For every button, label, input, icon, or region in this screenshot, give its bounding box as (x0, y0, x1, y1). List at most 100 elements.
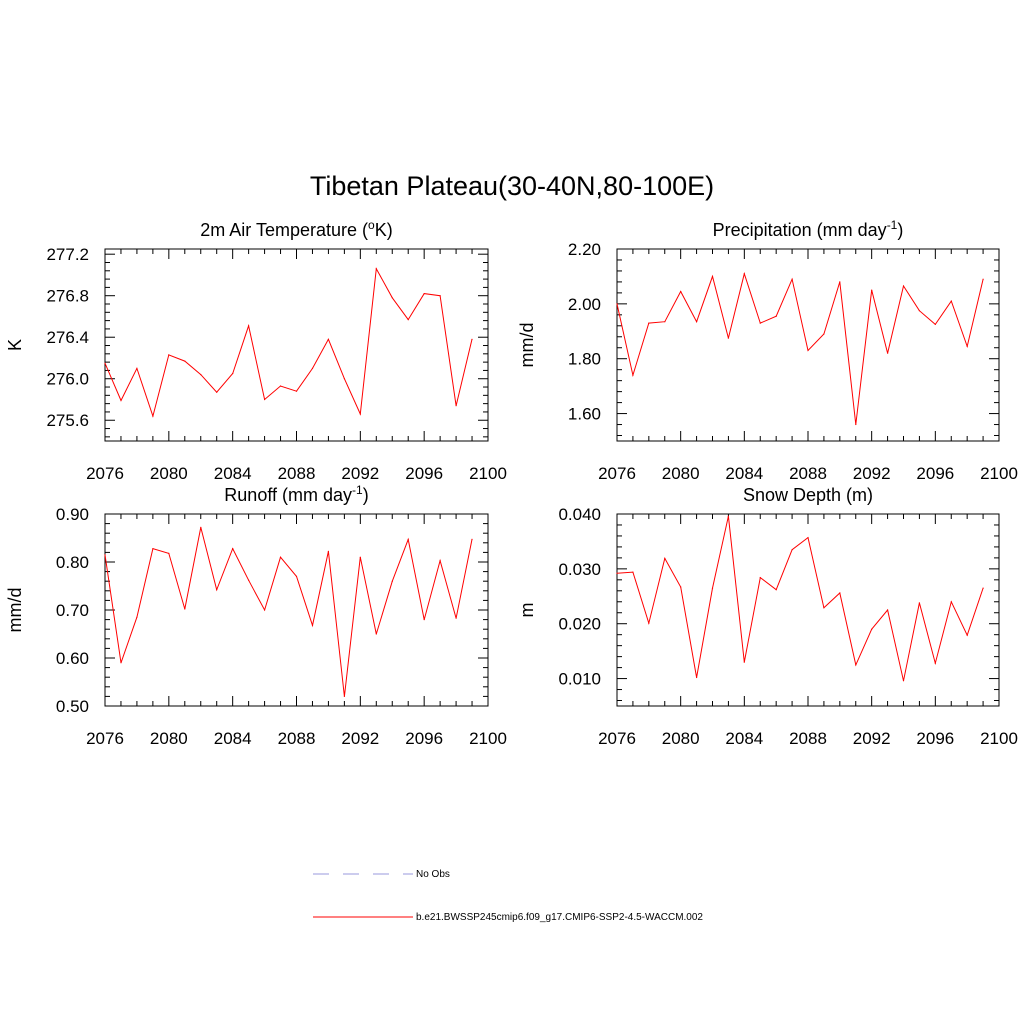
data-point (855, 423, 857, 426)
data-point (248, 325, 250, 327)
legend-label-model-run: b.e21.BWSSP245cmip6.f09_g17.CMIP6-SSP2-4… (416, 912, 703, 923)
y-axis-label: mm/d (517, 323, 537, 368)
data-point (471, 538, 473, 541)
data-point (680, 290, 682, 293)
data-point (391, 580, 393, 582)
data-point (887, 609, 889, 611)
data-point (104, 362, 106, 364)
data-point (934, 323, 936, 325)
panel-title-snow-depth: Snow Depth (m) (743, 485, 873, 505)
data-point (152, 415, 154, 417)
panel-title-precipitation: Precipitation (mm day-1) (713, 218, 904, 240)
x-tick-label: 2076 (598, 729, 636, 748)
data-point (759, 577, 761, 579)
y-tick-label: 0.80 (56, 553, 89, 572)
figure-title: Tibetan Plateau(30-40N,80-100E) (310, 171, 714, 201)
x-tick-label: 2088 (278, 464, 316, 483)
x-tick-label: 2092 (853, 729, 891, 748)
y-tick-label: 276.8 (46, 287, 89, 306)
y-tick-label: 0.040 (558, 505, 601, 524)
data-point (966, 634, 968, 636)
x-tick-label: 2080 (662, 464, 700, 483)
data-point (632, 571, 634, 573)
data-point (759, 322, 761, 324)
data-point (950, 601, 952, 603)
data-point (216, 589, 218, 591)
data-point (696, 676, 698, 679)
data-point (455, 405, 457, 407)
data-point (104, 554, 106, 556)
y-tick-label: 0.010 (558, 670, 601, 689)
data-point (982, 587, 984, 589)
data-point (311, 624, 314, 627)
data-point (216, 391, 218, 393)
series-line-snow-depth (616, 516, 984, 681)
plot-frame-snow-depth (616, 513, 1000, 707)
data-point (343, 695, 345, 698)
data-point (407, 538, 409, 541)
x-tick-label: 2084 (725, 464, 763, 483)
y-tick-label: 1.80 (568, 350, 601, 369)
data-point (279, 385, 282, 387)
data-point (423, 293, 425, 295)
panel-runoff: 2076 2080 2084 2088 2092 2096 2100 0.50 0.60 0.70… (5, 483, 507, 748)
data-point (711, 587, 714, 589)
x-tick-label: 2100 (469, 464, 507, 483)
data-point (391, 297, 393, 299)
data-point (439, 560, 441, 562)
data-point (950, 300, 952, 302)
y-tick-label: 0.030 (558, 560, 601, 579)
data-point (168, 354, 170, 356)
data-point (680, 586, 682, 588)
data-point (616, 572, 618, 574)
x-tick-label: 2088 (278, 729, 316, 748)
x-tick-label: 2080 (150, 729, 188, 748)
data-point (343, 378, 345, 380)
y-tick-label: 0.50 (56, 697, 89, 716)
y-tick-label: 1.60 (568, 405, 601, 424)
data-point (727, 515, 730, 517)
data-point (136, 367, 138, 369)
data-point (407, 319, 409, 321)
panel-title-air-temperature: 2m Air Temperature (oK) (200, 218, 392, 240)
plot-frame-precipitation (616, 248, 1000, 442)
data-point (727, 337, 730, 339)
data-point (232, 548, 234, 550)
data-point (616, 303, 618, 305)
data-point (839, 281, 841, 283)
x-tick-label: 2088 (789, 729, 827, 748)
data-point (791, 278, 793, 280)
y-tick-label: 277.2 (46, 245, 89, 264)
data-point (295, 390, 298, 392)
y-axis-label: m (517, 603, 537, 618)
panel-air-temperature: 2076 2080 2084 2088 2092 2096 2100 275.6 276.0 27… (5, 218, 507, 483)
x-tick-label: 2080 (150, 464, 188, 483)
data-point (311, 367, 314, 369)
x-tick-label: 2084 (214, 464, 252, 483)
y-axis-label: mm/d (5, 588, 25, 633)
data-point (807, 537, 809, 539)
data-point (902, 680, 905, 682)
y-tick-label: 0.60 (56, 649, 89, 668)
data-point (120, 662, 122, 664)
data-point (887, 352, 889, 354)
y-axis-label: K (5, 339, 25, 351)
x-tick-label: 2092 (341, 464, 379, 483)
plot-frame-air-temperature (104, 248, 489, 442)
data-point (855, 664, 857, 666)
data-point (184, 360, 186, 362)
series-line-runoff (104, 527, 473, 697)
panel-snow-depth: 2076 2080 2084 2088 2092 2096 2100 0.010 0.020 0.… (517, 485, 1018, 748)
x-tick-label: 2084 (214, 729, 252, 748)
data-point (136, 616, 138, 618)
data-point (966, 345, 968, 347)
panel-precipitation: 2076 2080 2084 2088 2092 2096 2100 1.60 1.80 2.00… (517, 218, 1018, 483)
x-tick-label: 2084 (725, 729, 763, 748)
data-point (807, 349, 809, 352)
x-tick-label: 2096 (405, 464, 443, 483)
x-tick-label: 2076 (86, 729, 124, 748)
data-point (918, 602, 921, 604)
data-point (264, 609, 266, 611)
x-tick-label: 2100 (980, 464, 1018, 483)
